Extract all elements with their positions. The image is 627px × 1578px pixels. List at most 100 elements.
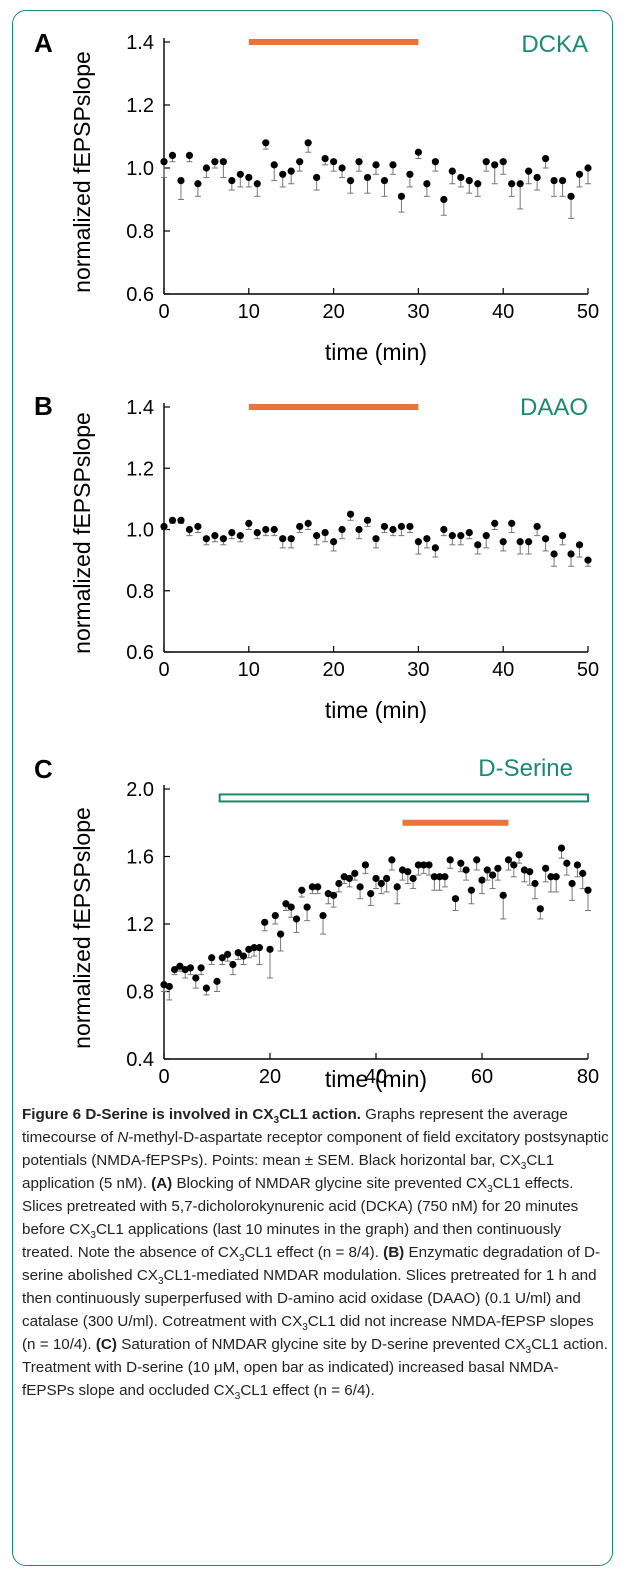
panel-label: C [34, 754, 53, 784]
data-point [239, 952, 248, 960]
data-point [558, 532, 567, 540]
data-point [262, 139, 270, 147]
data-point [219, 535, 227, 543]
data-point [499, 538, 507, 546]
data-point [211, 532, 219, 540]
data-point [380, 177, 389, 185]
error-bar [517, 183, 524, 210]
caption-segment: Enzymatic degradation of D-serine abolis… [22, 1244, 601, 1284]
data-point [262, 525, 270, 534]
data-point [380, 522, 389, 531]
x-tick-label: 40 [492, 659, 514, 681]
y-tick-label: 1.4 [126, 397, 154, 419]
y-axis-label: normalized fEPSPslope [69, 51, 95, 293]
data-point [525, 538, 533, 546]
data-point [355, 525, 363, 534]
caption-segment: (B) [383, 1244, 405, 1261]
y-tick-label: 1.2 [126, 914, 154, 936]
panel-label: A [34, 28, 53, 58]
data-point [457, 532, 465, 540]
data-point [321, 154, 329, 163]
data-point [194, 522, 202, 531]
data-point [420, 861, 428, 869]
panel-label: B [34, 391, 53, 421]
data-point [213, 977, 221, 985]
caption-segment: 3 [238, 1253, 245, 1265]
data-point [266, 945, 274, 953]
data-point [451, 895, 460, 903]
data-point [319, 911, 327, 920]
data-point [345, 874, 354, 883]
x-tick-label: 20 [322, 659, 344, 681]
data-point [550, 550, 558, 558]
data-point [533, 173, 541, 182]
data-point [277, 930, 285, 938]
y-tick-label: 1.2 [126, 95, 154, 117]
y-tick-label: 1.4 [126, 32, 154, 54]
data-point [296, 158, 304, 166]
data-point [542, 864, 550, 872]
chart-panel-c: C D-Serine normalized fEPSPslope time (m… [34, 754, 599, 1092]
data-point [245, 173, 253, 182]
data-point [423, 535, 431, 543]
y-tick-label: 2.0 [126, 779, 154, 801]
data-point [372, 535, 380, 543]
data-point [372, 161, 380, 169]
data-point [516, 180, 524, 188]
data-point [494, 864, 502, 872]
data-point [313, 532, 321, 540]
data-point [236, 170, 244, 178]
x-tick-label: 60 [471, 1066, 493, 1088]
data-point [465, 528, 473, 537]
caption-segment: 3 [520, 1161, 527, 1173]
data-point [465, 177, 473, 185]
data-point [508, 180, 516, 188]
data-point [314, 883, 322, 891]
data-point [573, 861, 582, 869]
data-point [303, 903, 311, 911]
caption-segment: 3 [157, 1276, 164, 1288]
data-point [431, 544, 439, 552]
data-point [510, 861, 518, 869]
plot-area: 0.4 0.8 1.2 1.6 2.0 0 20 40 60 80 [126, 779, 599, 1088]
y-tick-label: 1.6 [126, 847, 154, 869]
data-point [228, 528, 236, 537]
caption-segment: N [117, 1129, 129, 1146]
data-point [160, 522, 168, 531]
data-point [192, 974, 200, 982]
x-tick-label: 80 [577, 1066, 599, 1088]
x-tick-label: 20 [259, 1066, 281, 1088]
x-tick-label: 30 [407, 659, 429, 681]
data-point [245, 519, 253, 527]
y-axis-label: normalized fEPSPslope [69, 412, 95, 654]
x-tick-label: 0 [158, 301, 169, 323]
x-axis-label: time (min) [325, 1066, 427, 1092]
figure-caption: Figure 6 D-Serine is involved in CX3CL1 … [22, 1103, 610, 1402]
error-bar [500, 895, 507, 920]
caption-title-pre: D-Serine is involved in CX [85, 1106, 274, 1123]
x-tick-label: 20 [322, 301, 344, 323]
data-point [550, 177, 558, 185]
data-point [377, 879, 385, 888]
data-point [287, 167, 295, 175]
data-point [446, 856, 454, 864]
x-tick-label: 0 [158, 1066, 169, 1088]
data-point [202, 164, 210, 172]
caption-segment: 3 [90, 1230, 96, 1242]
caption-segment: 3 [302, 1322, 308, 1334]
data-point [330, 891, 338, 899]
data-point [547, 873, 555, 881]
data-point [292, 915, 301, 923]
data-point [483, 866, 491, 874]
data-point [423, 180, 431, 188]
y-axis-label: normalized fEPSPslope [69, 807, 95, 1049]
data-point [255, 944, 263, 952]
data-point [525, 167, 533, 175]
x-axis-label: time (min) [325, 697, 427, 723]
data-point [491, 519, 499, 527]
annotation-label: DAAO [520, 394, 588, 421]
data-point [406, 522, 414, 531]
caption-segment: CL1 effect (n = 8/4). [244, 1244, 384, 1261]
caption-segment: CL1 applications (last 10 minutes in the… [22, 1221, 562, 1261]
data-point [177, 516, 185, 524]
